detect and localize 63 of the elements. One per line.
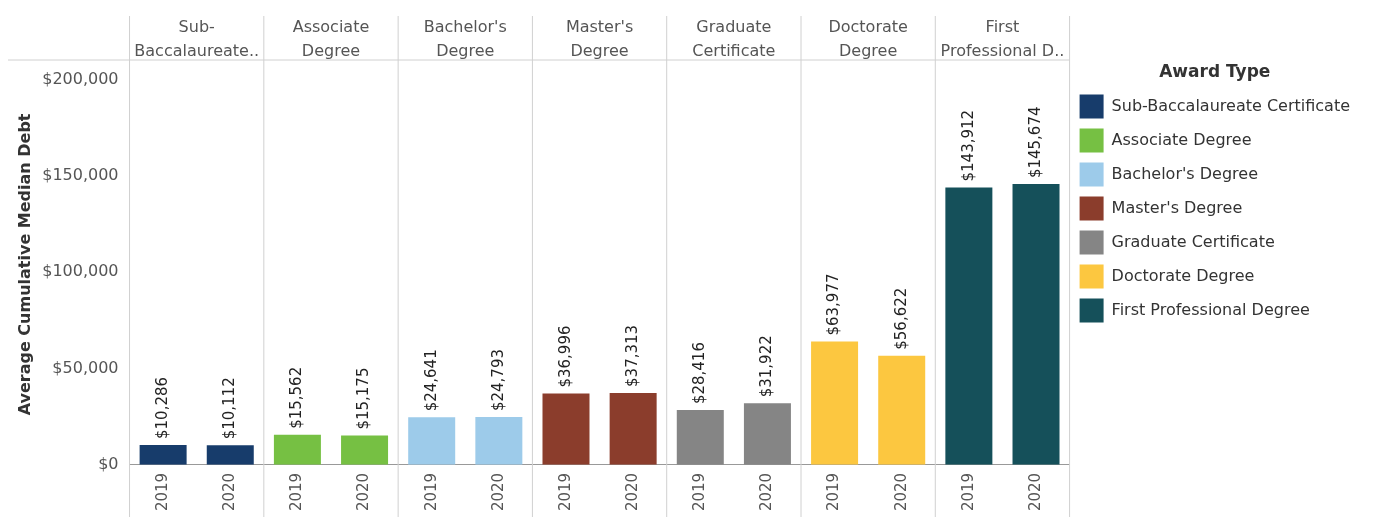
x-tick-label: 2020 — [488, 472, 507, 512]
x-tick-label: 2020 — [757, 472, 776, 512]
text: Doctorate Degree — [828, 17, 908, 61]
bar — [341, 435, 389, 465]
x-tick-label: 2019 — [690, 472, 709, 512]
text: Sub-Baccalaureate.. — [134, 17, 260, 61]
legend-label: Graduate Certificate — [1111, 231, 1275, 251]
x-tick-label: 2020 — [354, 472, 373, 512]
y-tick-label: $50,000 — [52, 357, 119, 377]
data-label: $145,674 — [1025, 106, 1044, 179]
legend-label: Bachelor's Degree — [1111, 163, 1259, 183]
data-label: $15,562 — [287, 366, 306, 429]
bar — [676, 410, 724, 465]
data-label: $143,912 — [958, 109, 977, 182]
legend-title: Award Type — [1159, 60, 1271, 81]
bar — [408, 417, 456, 465]
data-label: $36,996 — [555, 325, 574, 388]
legend-label: Associate Degree — [1111, 129, 1252, 149]
data-label: $37,313 — [623, 324, 642, 387]
x-tick-label: 2020 — [220, 472, 239, 512]
bar — [542, 393, 590, 465]
bar — [878, 355, 926, 465]
x-tick-label: 2020 — [1025, 472, 1044, 512]
y-tick-label: $200,000 — [42, 68, 119, 88]
text: Master's Degree — [565, 17, 634, 61]
data-label: $15,175 — [354, 367, 373, 430]
x-tick-label: 2019 — [958, 472, 977, 512]
bar — [273, 434, 321, 465]
legend-label: First Professional Degree — [1111, 299, 1310, 319]
legend-label: Master's Degree — [1111, 197, 1243, 217]
bar — [139, 445, 187, 465]
data-label: $24,641 — [421, 349, 440, 412]
y-tick-label: $0 — [98, 453, 119, 473]
data-label: $10,286 — [153, 376, 172, 439]
bar — [743, 403, 791, 465]
text: First Professional D.. — [940, 17, 1065, 61]
data-label: $24,793 — [488, 349, 507, 412]
x-tick-label: 2020 — [623, 472, 642, 512]
legend-label: Sub-Baccalaureate Certificate — [1111, 95, 1351, 115]
data-label: $10,112 — [220, 377, 239, 440]
x-tick-label: 2019 — [824, 472, 843, 512]
text: Bachelor's Degree — [423, 17, 507, 61]
data-label: $28,416 — [690, 342, 709, 405]
text: Associate Degree — [292, 17, 370, 61]
x-tick-label: 2019 — [555, 472, 574, 512]
bar — [475, 417, 523, 465]
data-label: $31,922 — [757, 335, 776, 398]
legend-label: Doctorate Degree — [1111, 265, 1255, 285]
bar — [206, 445, 254, 465]
bar — [945, 187, 993, 465]
data-label: $63,977 — [824, 273, 843, 336]
y-tick-label: $100,000 — [42, 261, 119, 281]
y-tick-label: $150,000 — [42, 164, 119, 184]
x-tick-label: 2020 — [891, 472, 910, 512]
x-tick-label: 2019 — [287, 472, 306, 512]
y-axis-title: Average Cumulative Median Debt — [14, 113, 34, 416]
bar — [609, 392, 657, 465]
bar — [1012, 184, 1060, 465]
data-label: $56,622 — [891, 287, 910, 350]
text: Graduate Certificate — [692, 17, 776, 61]
x-tick-label: 2019 — [421, 472, 440, 512]
x-tick-label: 2019 — [153, 472, 172, 512]
bar — [811, 341, 859, 465]
